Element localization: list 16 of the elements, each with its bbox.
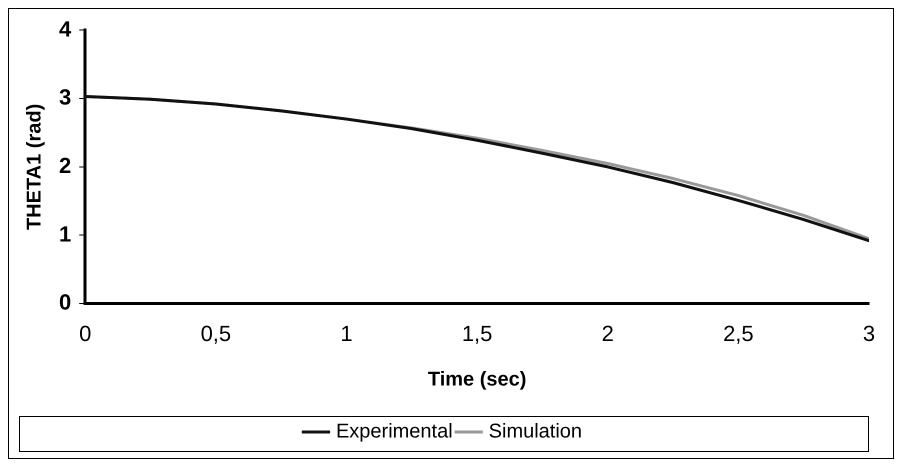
x-tick-label: 0 [79,320,92,346]
x-tick-label: 3 [862,320,876,346]
x-tick-label: 1 [340,320,353,346]
y-tick-label: 4 [58,16,72,42]
legend-label: Experimental [336,420,453,443]
y-tick-label: 1 [58,221,72,246]
y-tick-label: 2 [58,152,72,178]
x-axis-title: Time (sec) [428,368,526,391]
y-tick-label: 0 [58,290,72,315]
x-tick-label: 0,5 [200,320,232,346]
x-tick-label: 1,5 [462,320,492,346]
x-tick-label: 2,5 [723,320,754,346]
x-tick-label: 2 [602,320,614,346]
legend-label: Simulation [488,420,582,443]
y-tick-label: 3 [58,84,72,110]
y-axis-title: THETA1 (rad) [24,104,46,230]
